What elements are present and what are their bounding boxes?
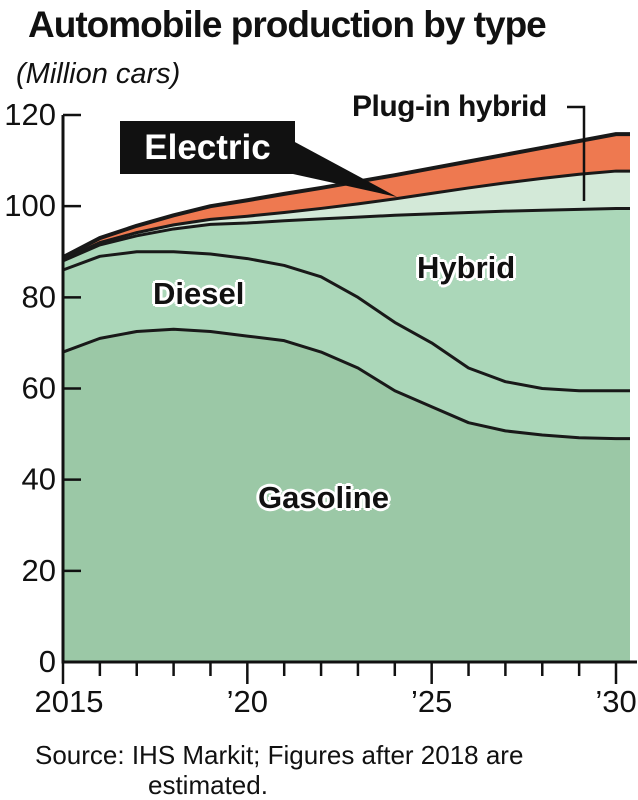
y-tick-label-0: 0 xyxy=(39,644,56,679)
x-tick-label-2015: 2015 xyxy=(35,684,104,719)
y-tick-label-60: 60 xyxy=(22,371,56,406)
label-electric-callout: Electric xyxy=(120,121,295,174)
y-tick-label-80: 80 xyxy=(22,279,56,314)
series-boundary-hybrid xyxy=(62,206,630,263)
series-fill-electric xyxy=(63,134,630,260)
y-tick-label-40: 40 xyxy=(22,462,56,497)
series-fill-gasoline xyxy=(63,329,630,662)
series-fill-hybrid xyxy=(63,208,630,391)
series-fill-diesel xyxy=(63,251,630,439)
series-boundary-plug-in-hybrid xyxy=(62,169,630,261)
series-boundary-diesel xyxy=(62,250,630,393)
chart-title: Automobile production by type xyxy=(28,4,547,45)
label-plug-in-hybrid: Plug-in hybrid xyxy=(352,90,547,123)
source-text-line1: Source: IHS Markit; Figures after 2018 a… xyxy=(35,740,524,770)
y-tick-label-100: 100 xyxy=(4,188,56,223)
x-tick-label-2030: ’30 xyxy=(595,684,636,719)
plug-in-hybrid-leader-line xyxy=(567,105,586,201)
source-text-line2: estimated. xyxy=(148,770,268,800)
label-gasoline: Gasoline xyxy=(258,480,389,515)
unit-label: (Million cars) xyxy=(16,58,181,90)
label-diesel: Diesel xyxy=(153,276,245,311)
electric-pointer xyxy=(293,141,397,197)
x-tick-label-2025: ’25 xyxy=(411,684,452,719)
y-tick-label-120: 120 xyxy=(4,97,56,132)
x-tick-label-2020: ’20 xyxy=(227,684,268,719)
series-fill-plug-in-hybrid xyxy=(63,171,630,261)
label-hybrid: Hybrid xyxy=(417,250,516,285)
series-boundary-gasoline xyxy=(62,327,630,441)
y-tick-label-20: 20 xyxy=(22,553,56,588)
